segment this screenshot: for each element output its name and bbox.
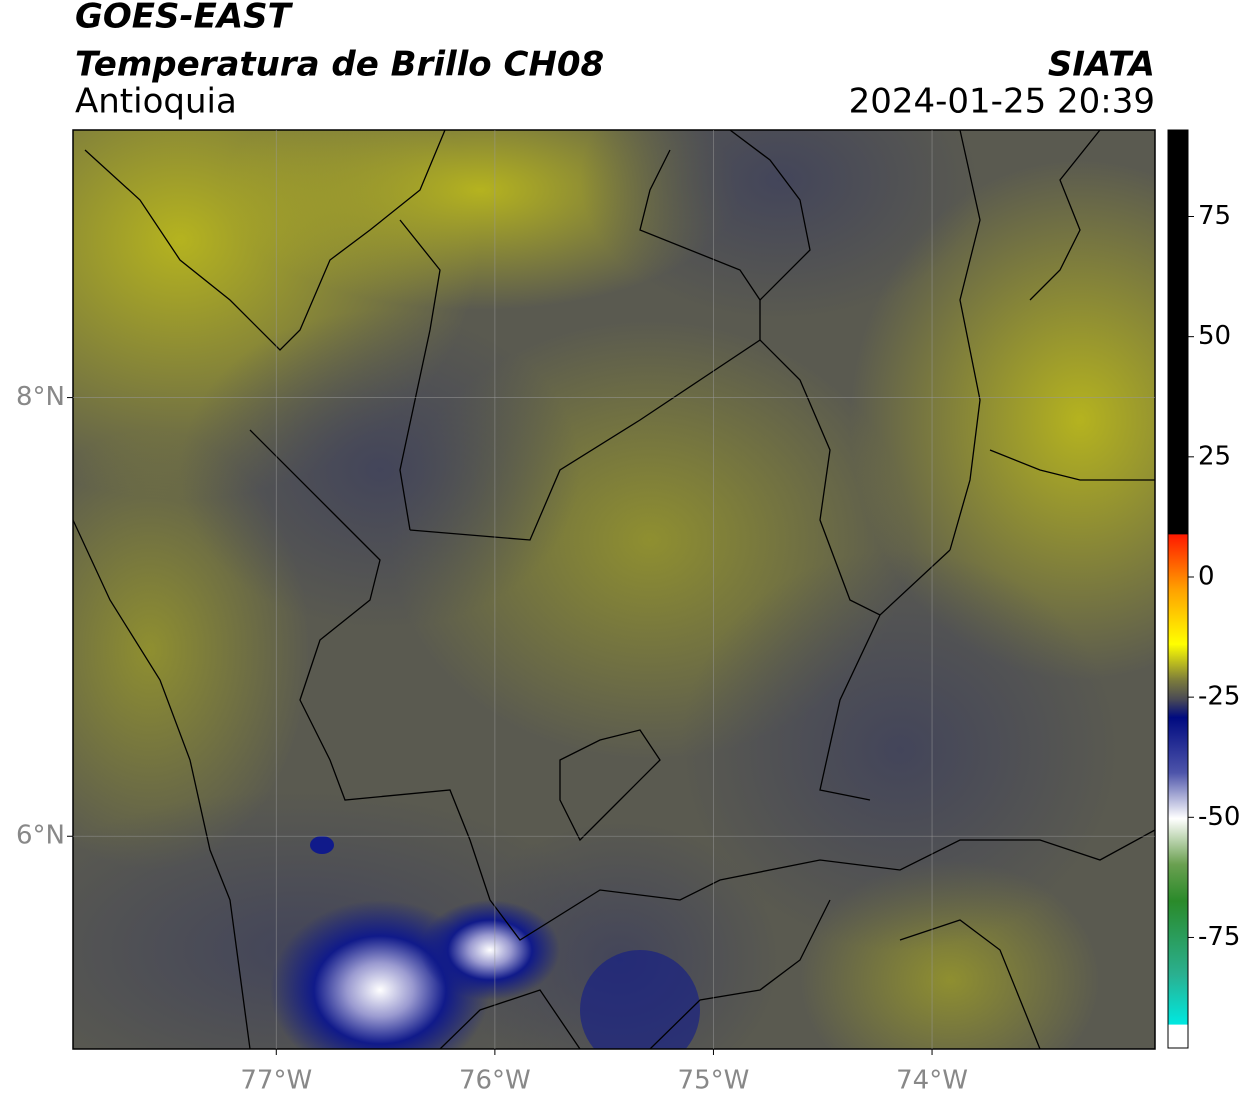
region: Antioquia [75, 82, 237, 122]
colorbar-tick-label: -75 [1198, 922, 1240, 952]
colorbar-tick-label: 25 [1198, 441, 1231, 471]
colorbar-tick-label: -50 [1198, 802, 1240, 832]
borders [73, 130, 1155, 1049]
x-tick-label: 77°W [240, 1066, 312, 1096]
subtitle: Temperatura de Brillo CH08 [75, 45, 604, 85]
x-tick-label: 74°W [896, 1066, 968, 1096]
y-tick-label: 8°N [16, 382, 65, 412]
colorbar-tick-label: 50 [1198, 321, 1231, 351]
colorbar [1167, 129, 1189, 1049]
timestamp: 2024-01-25 20:39 [849, 82, 1155, 122]
map-frame [72, 129, 1156, 1050]
title: GOES-EAST [75, 0, 294, 37]
colorbar-tick-label: 75 [1198, 201, 1231, 231]
colorbar-tick-label: 0 [1198, 561, 1215, 591]
y-tick-label: 6°N [16, 821, 65, 851]
x-tick-label: 75°W [678, 1066, 750, 1096]
source: SIATA [1048, 45, 1155, 85]
colorbar-tick-label: -25 [1198, 682, 1240, 712]
x-tick-label: 76°W [459, 1066, 531, 1096]
